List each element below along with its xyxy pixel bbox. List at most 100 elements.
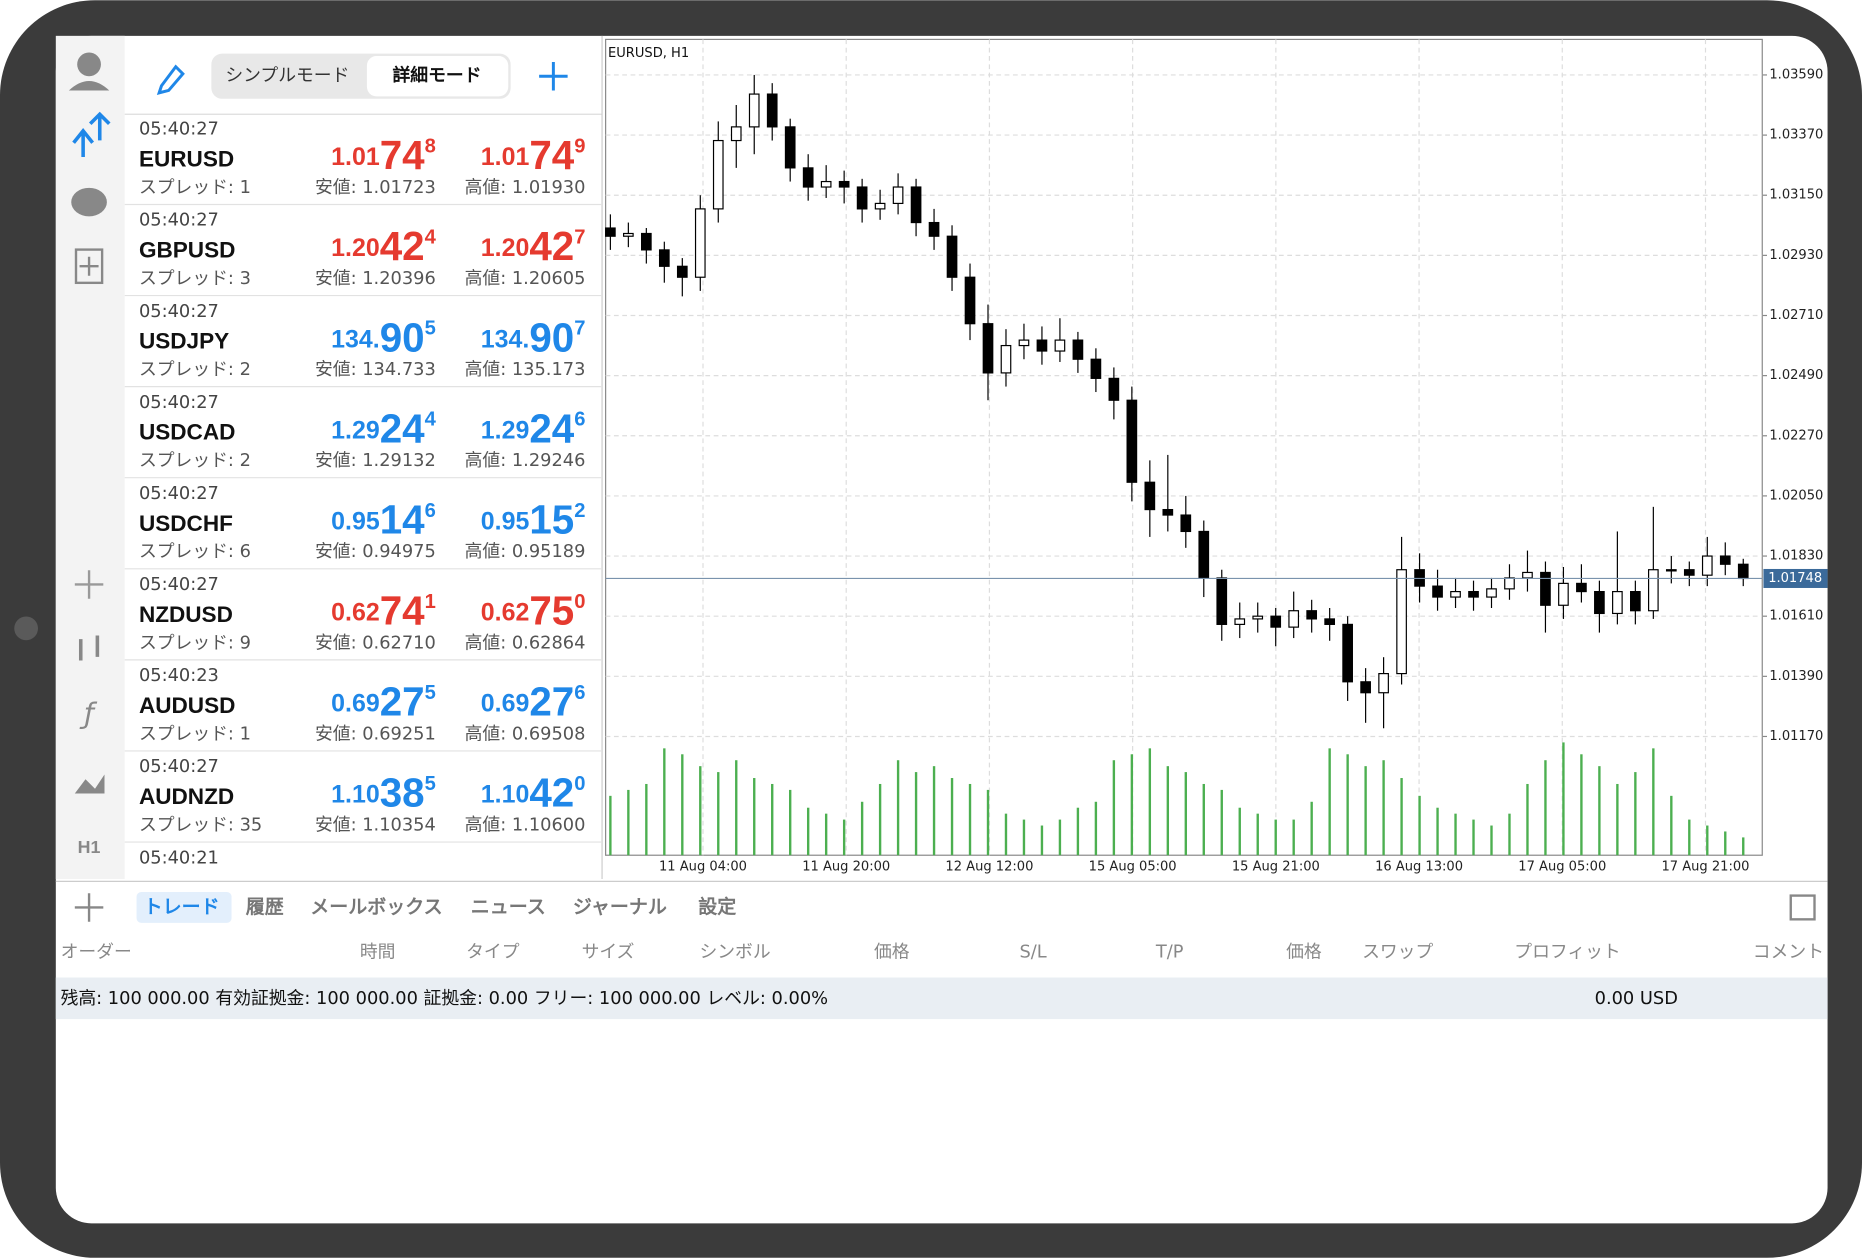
objects-icon[interactable] [74,774,105,794]
quote-low: 安値: 1.20396 [315,268,436,289]
volume-bar [896,760,900,856]
bid-price: 1.10385 [331,769,436,815]
candle-body [1036,339,1048,352]
ask-big: 15 [529,496,574,542]
chart: EURUSD, H1 1.03590 1.03370 1.03150 1.02930 1.… [605,38,1828,875]
ask-big: 42 [529,769,574,815]
y-tick-label: 1.01610 [1769,609,1823,624]
volume-bar [950,778,954,856]
candle-body [1324,618,1336,625]
tab[interactable]: メールボックス [310,896,442,918]
volume-bar [681,754,684,856]
volume-bar [1292,819,1295,856]
crosshair-icon[interactable] [74,570,104,599]
quote-spread: スプレッド: 1 [139,177,251,198]
ask-sup: 2 [574,500,585,522]
y-tick-label: 1.02490 [1769,368,1823,383]
candle-body [766,93,778,128]
candle-body [623,232,634,237]
quote-high: 高値: 1.29246 [465,450,586,471]
column-header[interactable]: シンボル [699,942,770,963]
y-tick-label: 1.03150 [1769,188,1823,203]
mode-detail[interactable]: 詳細モード [393,64,482,86]
tab[interactable]: トレード [144,896,220,918]
last-price-tag [1763,568,1828,588]
volume-bar [878,783,882,856]
quote-symbol: GBPUSD [139,238,235,263]
y-tick-label: 1.03590 [1769,67,1823,82]
candle-body [1126,399,1138,483]
tab[interactable]: ニュース [471,896,546,918]
trade-icon[interactable] [74,248,104,285]
volume-bar [1040,825,1044,856]
quote-time: 05:40:27 [139,756,219,777]
column-header[interactable]: オーダー [61,942,132,963]
chart-type-icon[interactable] [78,635,100,661]
candle-body [1378,673,1389,694]
volume-bar [1580,754,1583,856]
column-header[interactable]: T/P [1155,942,1184,963]
ask-price: 1.29246 [481,405,586,451]
tab[interactable]: ジャーナル [573,896,667,918]
tab[interactable]: 履歴 [246,896,284,918]
column-header[interactable]: プロフィット [1514,942,1620,963]
bid-sup: 5 [425,682,436,704]
add-symbol[interactable] [539,61,568,91]
quote-row[interactable]: 05:40:21 [139,847,219,868]
volume-bar [1508,813,1511,856]
volume-bar [1436,807,1439,856]
chat-icon[interactable] [71,187,107,217]
indicator-icon[interactable]: ƒ [79,697,98,730]
ask-price: 0.95152 [481,496,586,542]
quotes-icon[interactable] [72,111,111,157]
mode-simple[interactable]: シンプルモード [225,65,349,86]
quote-high: 高値: 1.20605 [465,268,586,289]
timeframe-button[interactable]: H1 [78,837,101,857]
column-header[interactable]: 価格 [874,942,910,963]
volume-bar [1418,795,1421,856]
chart-title: EURUSD, H1 [608,46,689,61]
candle-body [748,93,760,128]
volume-bar [627,789,630,856]
volume-bar [1562,742,1565,856]
account-icon[interactable] [77,52,101,77]
column-header[interactable]: 価格 [1286,942,1322,963]
add-order[interactable] [74,893,104,922]
volume-bar [753,778,756,856]
column-header[interactable]: スワップ [1362,942,1433,963]
bid-prefix: 0.69 [331,689,380,717]
bid-big: 74 [380,587,425,633]
candle-body [1396,569,1407,675]
column-header[interactable]: コメント [1753,942,1824,963]
column-header[interactable]: 時間 [360,942,396,963]
x-tick-label: 11 Aug 04:00 [659,860,747,875]
candle-body [1594,590,1605,615]
volume-bar [1328,748,1331,856]
column-header[interactable]: サイズ [582,942,635,963]
tab[interactable]: 設定 [698,895,736,918]
candle-body [658,249,670,267]
candle-body [964,276,976,325]
volume-bar [663,748,666,856]
bid-sup: 4 [425,227,437,249]
bid-big: 27 [380,678,425,724]
edit-icon[interactable] [156,64,185,95]
volume-bar [1364,766,1367,856]
column-header[interactable]: タイプ [466,942,520,963]
candle-body [1540,571,1551,606]
quote-time: 05:40:27 [139,483,219,504]
volume-bar [986,789,990,856]
column-header[interactable]: S/L [1020,942,1047,963]
candle-body [1486,588,1497,598]
mode-active [366,56,509,97]
panel-icon[interactable] [1789,894,1816,921]
